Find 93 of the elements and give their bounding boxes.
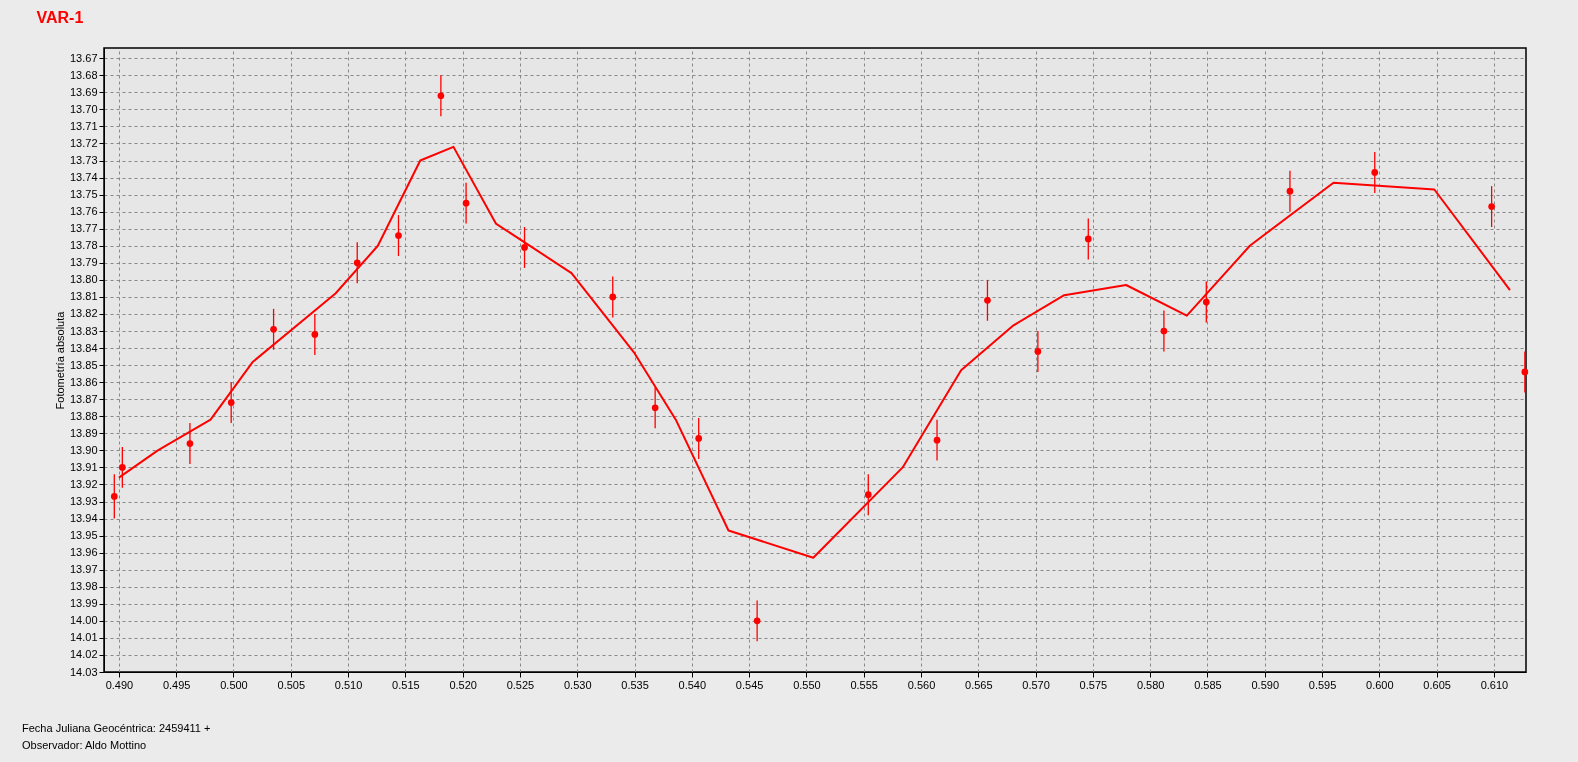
y-tick-label: 13.86 xyxy=(69,375,98,388)
x-tick-label: 0.530 xyxy=(563,678,592,691)
chart-title: VAR-1 xyxy=(36,9,84,26)
x-tick-label: 0.575 xyxy=(1079,678,1108,691)
x-tick-label: 0.505 xyxy=(277,678,306,691)
y-tick-label: 13.85 xyxy=(69,358,98,371)
y-tick-label: 13.74 xyxy=(69,171,98,184)
point xyxy=(1160,327,1168,335)
y-tick-label: 13.96 xyxy=(69,546,98,559)
point xyxy=(933,436,941,444)
y-tick-label: 13.71 xyxy=(69,119,98,132)
y-tick-label: 13.95 xyxy=(69,529,98,542)
y-tick-label: 13.77 xyxy=(69,222,98,235)
y-tick-label: 14.00 xyxy=(69,614,98,627)
point xyxy=(186,440,194,447)
point xyxy=(311,331,319,338)
x-tick-label: 0.560 xyxy=(907,678,936,691)
point xyxy=(437,92,445,100)
y-tick-label: 13.93 xyxy=(69,495,98,508)
y-tick-label: 13.87 xyxy=(69,392,98,405)
y-tick-label: 13.75 xyxy=(69,188,98,201)
x-tick-label: 0.590 xyxy=(1251,678,1280,691)
x-tick-label: 0.555 xyxy=(850,678,878,691)
point xyxy=(1084,235,1092,243)
text: Fecha Juliana Geocéntrica: 2459411 + xyxy=(22,721,211,736)
y-tick-label: 13.81 xyxy=(69,290,98,303)
x-tick-label: 0.535 xyxy=(621,678,649,691)
y-tick-label: 13.78 xyxy=(69,239,98,252)
y-tick-label: 13.79 xyxy=(69,256,98,269)
x-tick-label: 0.610 xyxy=(1480,678,1509,691)
x-tick-label: 0.565 xyxy=(965,678,993,691)
y-tick-label: 13.83 xyxy=(69,324,98,337)
point xyxy=(651,404,659,412)
y-tick-label: 13.69 xyxy=(69,85,98,98)
point xyxy=(695,435,703,442)
x-tick-label: 0.500 xyxy=(220,678,248,691)
point xyxy=(521,244,528,251)
point xyxy=(1286,187,1294,195)
line-series xyxy=(117,145,1511,559)
x-tick-label: 0.600 xyxy=(1366,678,1394,691)
x-tick-label: 0.580 xyxy=(1136,678,1165,691)
x-tick-label: 0.545 xyxy=(735,678,764,691)
text: Observador: Aldo Mottino xyxy=(22,738,148,753)
point xyxy=(1202,298,1210,306)
point xyxy=(984,296,991,304)
y-tick-label: 14.03 xyxy=(69,665,98,678)
y-tick-label: 13.70 xyxy=(69,102,98,115)
point xyxy=(227,399,235,406)
point xyxy=(353,259,361,267)
y-tick-label: 14.02 xyxy=(69,648,98,661)
y-tick-label: 13.67 xyxy=(69,51,98,64)
y-tick-label: 13.82 xyxy=(69,307,98,320)
point xyxy=(1371,169,1379,176)
point xyxy=(110,493,118,500)
x-tick-label: 0.585 xyxy=(1194,678,1222,691)
x-tick-label: 0.495 xyxy=(162,678,191,691)
y-tick-label: 13.80 xyxy=(69,273,98,286)
x-tick-label: 0.540 xyxy=(678,678,707,691)
y-tick-label: 13.76 xyxy=(69,205,98,218)
y-tick-label: 13.98 xyxy=(69,580,98,593)
y-tick-label: 13.84 xyxy=(69,341,98,354)
x-tick-label: 0.520 xyxy=(449,678,477,691)
y-tick-label: 13.91 xyxy=(69,460,98,473)
point xyxy=(609,293,617,301)
y-tick-label: 13.68 xyxy=(69,68,98,81)
point xyxy=(118,464,126,471)
y-tick-label: 13.89 xyxy=(69,426,98,439)
point xyxy=(1034,348,1042,355)
y-tick-label: 13.99 xyxy=(69,597,98,610)
point xyxy=(1521,368,1529,376)
x-tick-label: 0.490 xyxy=(105,678,134,691)
y-tick-label: 13.92 xyxy=(69,477,98,490)
y-tick-label: 13.73 xyxy=(69,154,98,167)
point xyxy=(1488,203,1495,210)
x-tick-label: 0.515 xyxy=(392,678,420,691)
point xyxy=(864,491,872,499)
y-tick-label: 13.97 xyxy=(69,563,98,576)
point xyxy=(270,325,277,333)
y-tick-label: 13.72 xyxy=(69,136,98,149)
y-tick-label: 13.94 xyxy=(69,512,98,525)
y-tick-label: 13.90 xyxy=(69,443,98,456)
x-tick-label: 0.605 xyxy=(1423,678,1451,691)
x-tick-label: 0.510 xyxy=(334,678,363,691)
x-tick-label: 0.570 xyxy=(1022,678,1050,691)
y-tick-label: 14.01 xyxy=(69,631,98,644)
y-tick-label: 13.88 xyxy=(69,409,98,422)
point xyxy=(395,232,402,239)
y-axis-title: Fotometría absoluta xyxy=(53,310,66,410)
point xyxy=(753,617,761,625)
point xyxy=(462,199,470,207)
x-tick-label: 0.550 xyxy=(793,678,821,691)
x-tick-label: 0.595 xyxy=(1308,678,1337,691)
x-tick-label: 0.525 xyxy=(506,678,535,691)
